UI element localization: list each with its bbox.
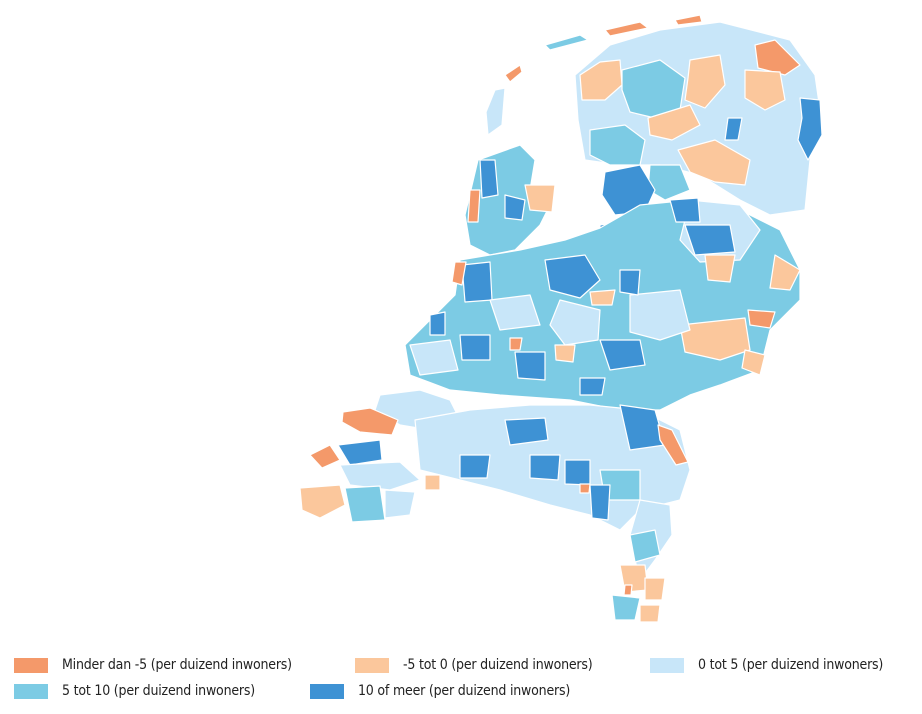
region	[704, 254, 736, 283]
legend-label: 5 tot 10 (per duizend inwoners)	[62, 683, 255, 699]
island	[604, 21, 649, 37]
region	[461, 261, 493, 303]
island	[674, 14, 703, 26]
region	[339, 461, 421, 491]
region	[459, 454, 491, 479]
legend-label: Minder dan -5 (per duizend inwoners)	[62, 657, 292, 673]
region	[554, 344, 576, 363]
region	[741, 349, 766, 376]
region	[529, 454, 561, 481]
legend-label: -5 tot 0 (per duizend inwoners)	[403, 657, 593, 673]
region	[647, 104, 701, 141]
netherlands-choropleth-map	[299, 14, 823, 623]
region	[684, 224, 736, 256]
region	[459, 334, 491, 361]
region	[384, 489, 416, 519]
region	[309, 444, 341, 469]
region	[344, 485, 386, 523]
region	[599, 339, 646, 371]
region	[629, 529, 661, 563]
region	[509, 337, 523, 351]
region	[467, 189, 481, 223]
legend-swatch	[14, 683, 48, 699]
region	[644, 577, 666, 601]
region	[669, 197, 701, 223]
legend-swatch	[650, 657, 684, 673]
region	[623, 584, 633, 596]
region	[679, 317, 751, 361]
region	[629, 289, 691, 341]
region	[639, 604, 661, 623]
region	[524, 184, 556, 213]
region	[409, 339, 459, 376]
legend-item-0-tot-5: 0 tot 5 (per duizend inwoners)	[650, 654, 883, 676]
region	[724, 117, 743, 141]
region	[504, 417, 549, 446]
region	[747, 309, 776, 329]
legend-swatch	[310, 683, 344, 699]
legend-item-min5-tot-0: -5 tot 0 (per duizend inwoners)	[355, 654, 593, 676]
region	[579, 377, 606, 396]
legend: Minder dan -5 (per duizend inwoners) -5 …	[0, 650, 922, 710]
region	[514, 351, 546, 381]
region	[341, 407, 399, 436]
region	[797, 97, 823, 161]
region	[684, 54, 726, 109]
region	[769, 254, 801, 291]
region	[657, 424, 689, 466]
island	[485, 87, 506, 136]
region	[429, 311, 446, 336]
region	[489, 294, 541, 331]
island	[544, 34, 589, 51]
map-svg	[299, 14, 823, 623]
region	[549, 299, 601, 346]
region	[744, 69, 786, 111]
region	[611, 594, 641, 621]
legend-label: 10 of meer (per duizend inwoners)	[358, 683, 571, 699]
region	[451, 261, 467, 286]
region	[544, 254, 601, 299]
region	[479, 159, 499, 199]
municipality-regions	[299, 14, 823, 623]
region	[619, 269, 641, 296]
region	[337, 439, 383, 466]
region	[424, 474, 441, 491]
region	[589, 484, 611, 521]
legend-swatch	[355, 657, 389, 673]
island	[504, 64, 523, 83]
legend-swatch	[14, 657, 48, 673]
region	[504, 194, 526, 221]
region	[299, 484, 346, 519]
region	[579, 483, 591, 494]
region	[589, 289, 616, 306]
legend-item-5-tot-10: 5 tot 10 (per duizend inwoners)	[14, 680, 255, 702]
region	[677, 139, 751, 186]
legend-item-minder-dan-5: Minder dan -5 (per duizend inwoners)	[14, 654, 292, 676]
region	[754, 39, 801, 76]
region	[564, 459, 591, 486]
legend-item-10-of-meer: 10 of meer (per duizend inwoners)	[310, 680, 570, 702]
legend-label: 0 tot 5 (per duizend inwoners)	[698, 657, 884, 673]
